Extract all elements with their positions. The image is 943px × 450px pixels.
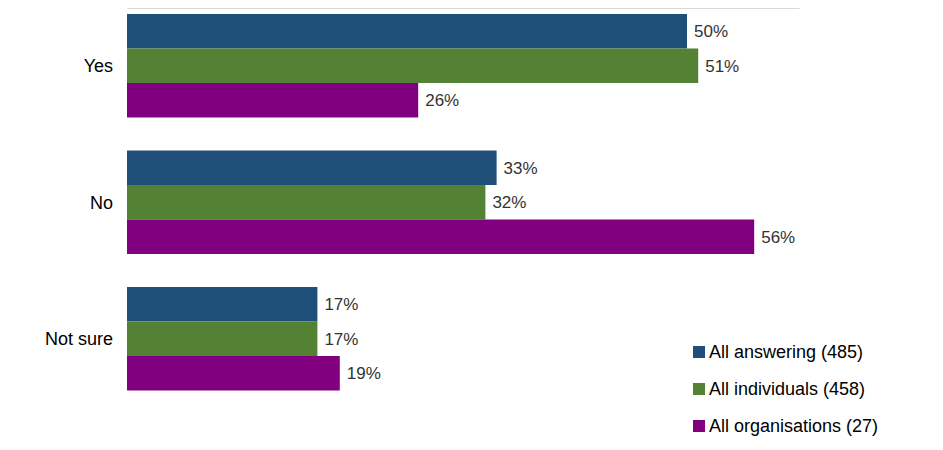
category-axis: Yes No Not sure [45,56,113,349]
data-label: 32% [492,193,526,212]
bar [127,14,687,48]
bar [127,322,317,356]
legend-label: All answering (485) [709,342,863,362]
legend-swatch [693,346,705,358]
bar [127,219,754,253]
value-axis [128,8,800,9]
bar [127,185,485,219]
legend-label: All organisations (27) [709,416,878,436]
legend: All answering (485) All individuals (458)… [693,342,878,436]
bars [127,14,754,391]
legend-label: All individuals (458) [709,379,865,399]
data-label: 17% [324,330,358,349]
data-label: 33% [504,159,538,178]
data-label: 50% [694,22,728,41]
legend-swatch [693,383,705,395]
data-label: 19% [347,364,381,383]
axis-line [128,8,800,9]
category-label: No [90,193,113,213]
bar [127,356,340,390]
data-label: 51% [705,57,739,76]
category-label: Yes [84,56,113,76]
bar [127,287,317,321]
data-label: 26% [425,91,459,110]
bar [127,48,698,82]
category-label: Not sure [45,329,113,349]
bar [127,151,497,185]
data-labels: 50% 51% 26% 33% 32% 56% 17% 17% 19% [324,22,795,383]
data-label: 17% [324,295,358,314]
legend-swatch [693,420,705,432]
chart: 50% 51% 26% 33% 32% 56% 17% 17% 19% Yes No Not sure… [0,0,943,450]
bar [127,83,418,117]
data-label: 56% [761,228,795,247]
